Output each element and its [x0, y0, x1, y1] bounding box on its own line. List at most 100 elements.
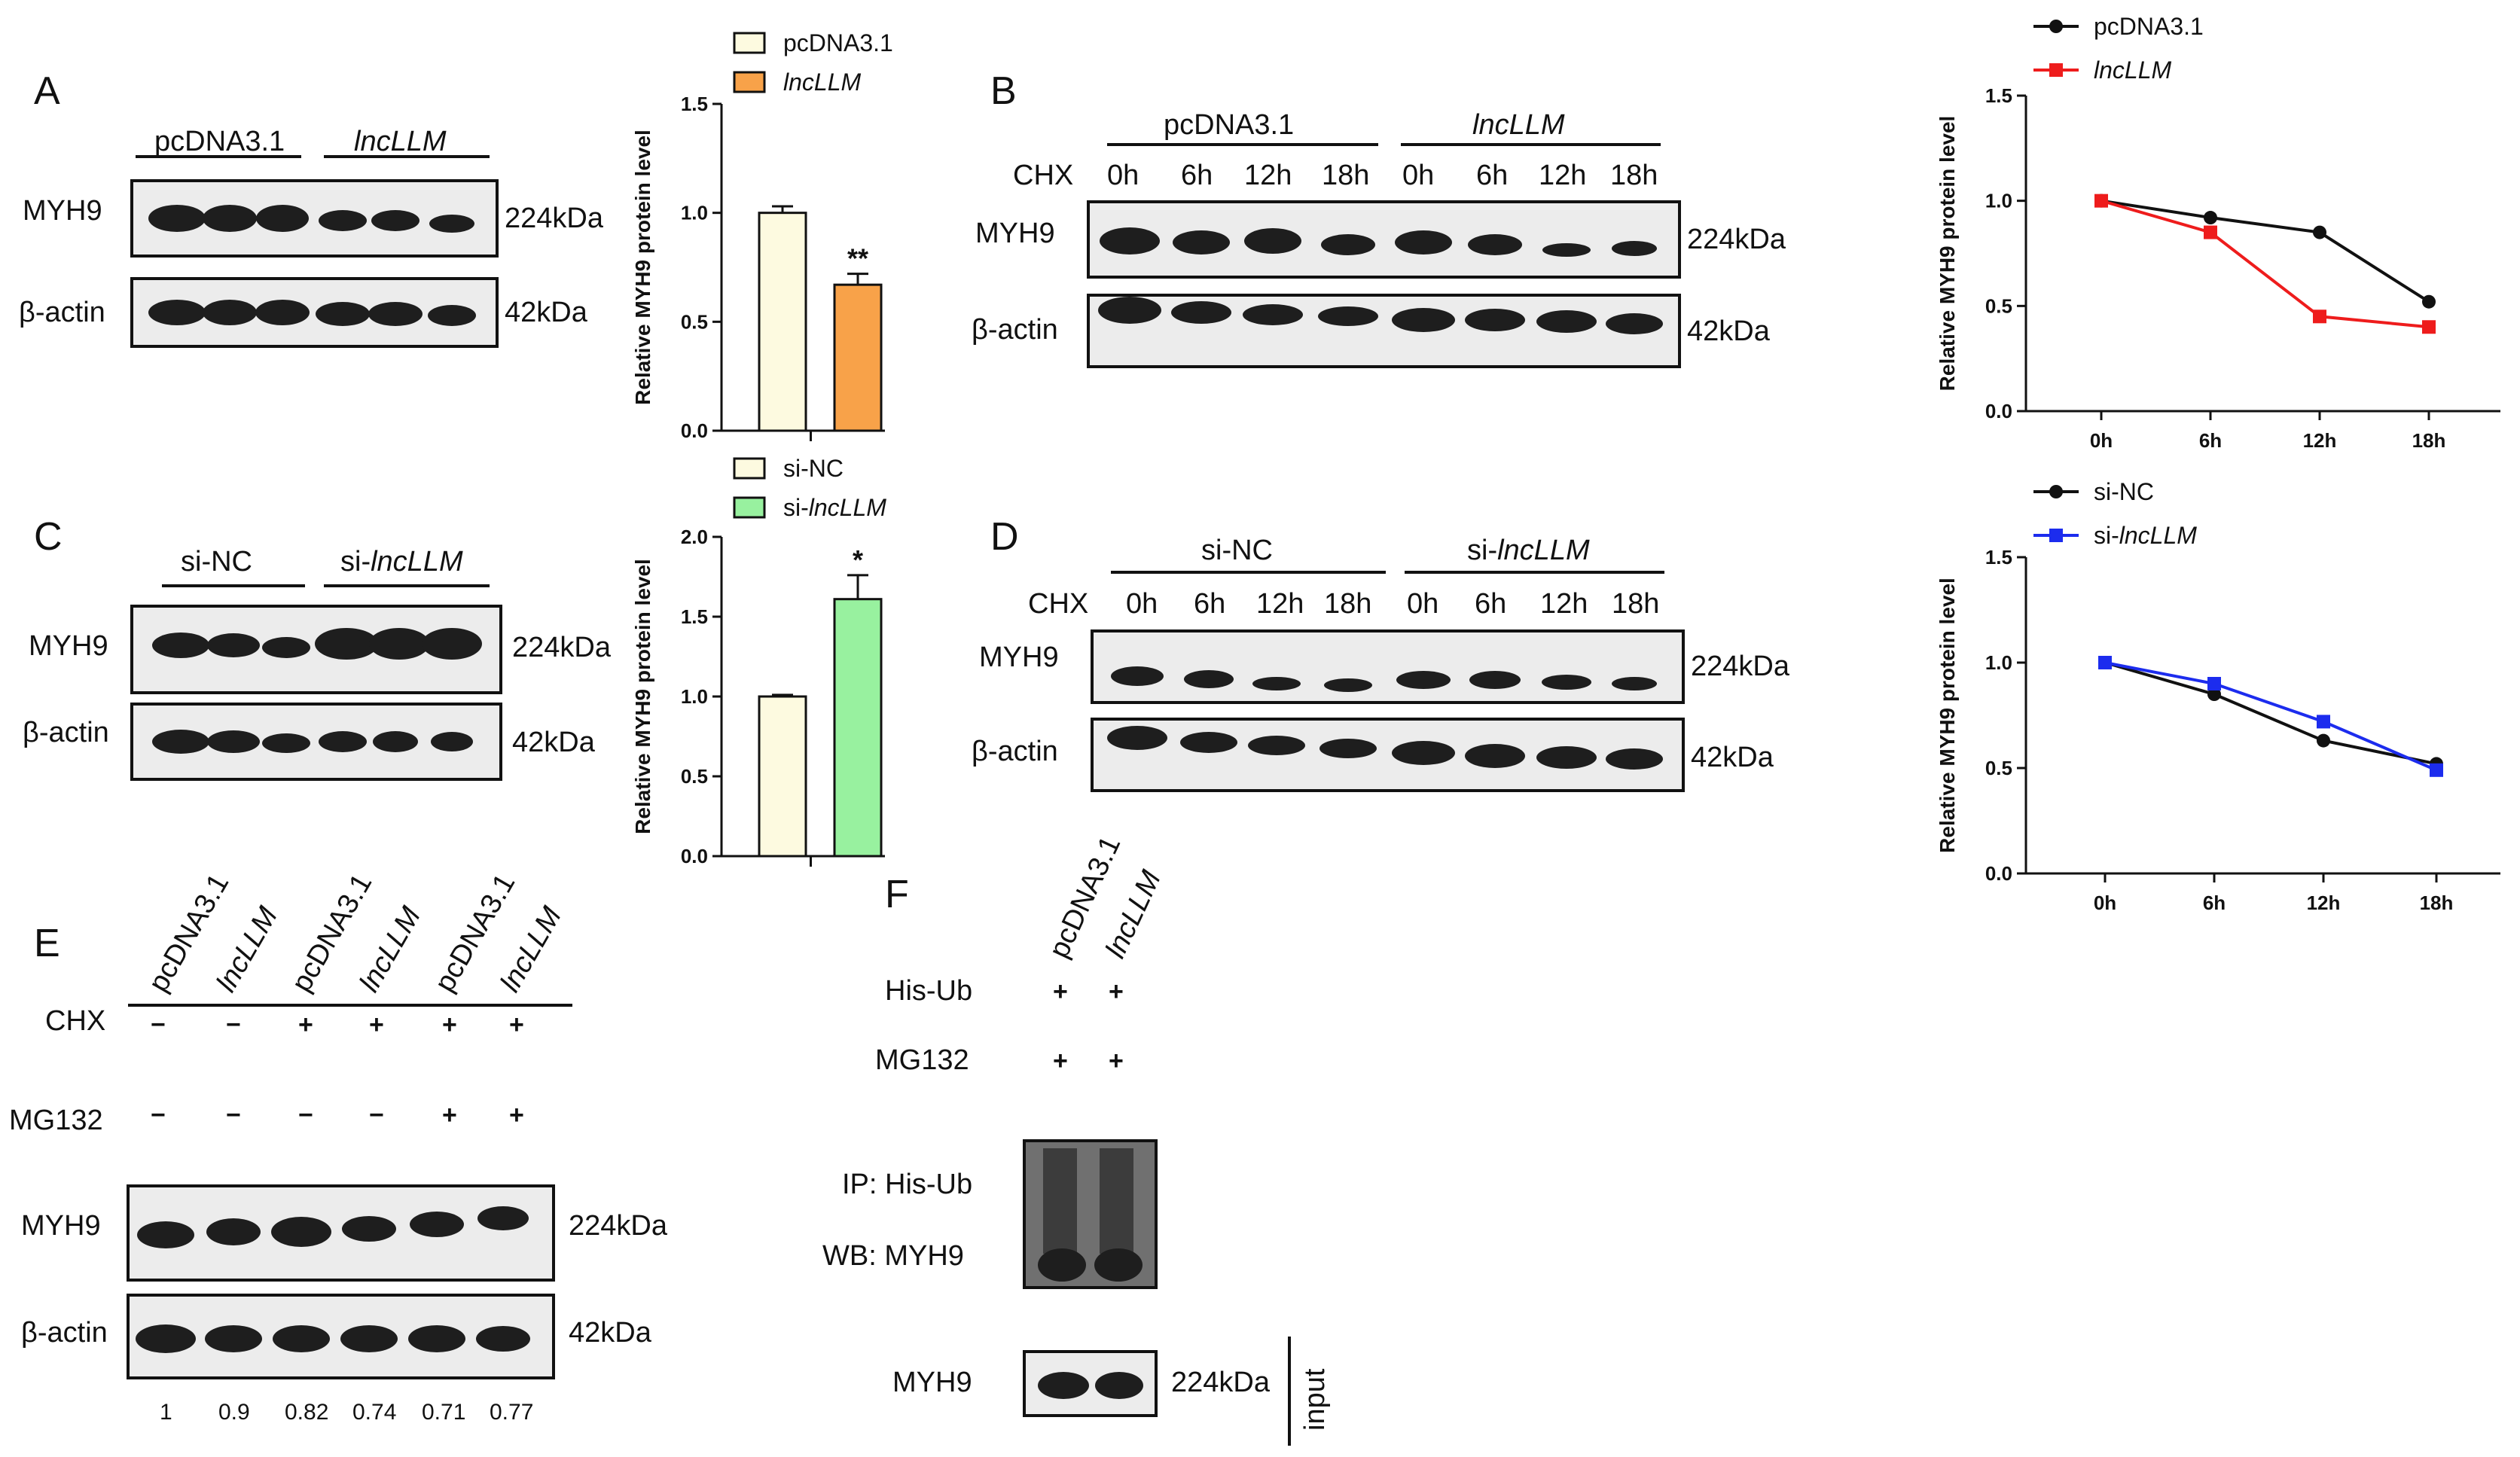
band: [410, 1212, 464, 1237]
treatment-sign: +: [1109, 1047, 1124, 1075]
label-bactin: β-actin: [21, 1317, 108, 1349]
quant-value: 0.9: [218, 1400, 250, 1425]
bands-myh9: [1100, 227, 1657, 257]
y-axis-label: Relative MYH9 protein level: [1936, 116, 1959, 392]
y-tick-label: 0.5: [681, 310, 708, 333]
band: [1612, 677, 1657, 690]
y-tick-label: 1.0: [1985, 651, 2012, 674]
treatment-sign: −: [226, 1101, 241, 1129]
data-point: [2422, 320, 2436, 334]
band: [431, 732, 473, 751]
x-tick-label: 6h: [2203, 892, 2226, 914]
treatment-sign: −: [369, 1101, 384, 1129]
y-tick-label: 1.5: [1985, 84, 2012, 107]
legend-marker: [2049, 20, 2063, 33]
band: [1248, 736, 1305, 755]
legend-marker: [2049, 63, 2063, 77]
quant-value: 0.82: [285, 1400, 328, 1425]
band: [477, 1206, 529, 1230]
bands-bactin: [152, 730, 473, 754]
data-point: [2094, 194, 2108, 208]
label-chx: CHX: [1013, 160, 1073, 191]
panel-label-a: A: [34, 69, 60, 113]
significance-mark: *: [853, 544, 863, 575]
time-label: 6h: [1194, 588, 1225, 620]
band: [1396, 671, 1451, 689]
band: [1038, 1372, 1089, 1399]
legend-marker: [2049, 529, 2063, 542]
band: [148, 300, 206, 325]
band: [476, 1326, 530, 1352]
blot-myh9: [127, 1184, 555, 1282]
sample-label: lncLLM: [494, 901, 568, 997]
label-ip: IP: His-Ub: [842, 1169, 972, 1200]
band: [203, 205, 257, 232]
panel-label-e: E: [34, 922, 60, 965]
band: [1252, 677, 1301, 690]
significance-mark: **: [847, 243, 868, 274]
legend-swatch: [733, 457, 766, 480]
time-label: 0h: [1126, 588, 1158, 620]
legend-label: si-lncLLM: [2094, 522, 2197, 549]
mg132-signs: − − − − + +: [151, 1101, 524, 1129]
bar: [758, 695, 807, 858]
sample-label: lncLLM: [210, 901, 284, 997]
band: [422, 628, 482, 660]
series-line: [2101, 199, 2430, 303]
treatment-sign: −: [151, 1010, 166, 1039]
y-tick-label: 0.0: [1985, 862, 2012, 885]
kda-224: 224kDa: [1691, 651, 1790, 682]
ub-smear: [1043, 1148, 1077, 1254]
band: [255, 300, 310, 325]
band: [262, 733, 310, 753]
panel-c-western-blot: C si-NC si-lncLLM MYH9 224kDa β-actin 42…: [23, 515, 612, 781]
band: [319, 210, 367, 231]
band: [1095, 1372, 1143, 1399]
panel-label-d: D: [990, 515, 1019, 559]
chx-signs: − − + + + +: [151, 1010, 524, 1039]
label-myh9: MYH9: [21, 1210, 101, 1242]
group-label-lncllm: lncLLM: [1472, 109, 1565, 141]
time-labels-b: 0h 6h 12h 18h 0h 6h 12h 18h: [1107, 160, 1658, 191]
band: [429, 215, 474, 233]
series-line: [2104, 661, 2437, 766]
panel-f-ubiquitination: F pcDNA3.1 lncLLM His-Ub + + MG132 + + I…: [822, 831, 1331, 1446]
label-mg132: MG132: [875, 1044, 969, 1076]
time-label: 18h: [1612, 588, 1659, 620]
label-myh9: MYH9: [23, 195, 102, 227]
y-tick-label: 1.5: [681, 605, 708, 628]
label-myh9: MYH9: [979, 642, 1059, 673]
y-axis-label: Relative MYH9 protein level: [631, 130, 654, 405]
legend-swatch: [733, 71, 766, 93]
bands-bactin: [1098, 297, 1663, 334]
band: [207, 730, 260, 753]
quant-value: 1: [160, 1400, 172, 1425]
band: [408, 1325, 465, 1352]
band: [1392, 308, 1455, 332]
treatment-sign: +: [369, 1010, 384, 1039]
ub-smear: [1100, 1148, 1133, 1254]
legend-label: pcDNA3.1: [2094, 13, 2204, 40]
band: [1111, 666, 1164, 686]
band: [1469, 671, 1521, 689]
label-bactin: β-actin: [19, 297, 105, 328]
legend-label: lncLLM: [783, 69, 862, 96]
kda-224: 224kDa: [569, 1210, 668, 1242]
legend-label: si-NC: [783, 455, 844, 482]
label-mg132: MG132: [9, 1105, 103, 1136]
treatment-sign: +: [1109, 977, 1124, 1006]
blot-myh9: [1091, 629, 1685, 704]
data-point: [2207, 687, 2221, 701]
band: [1244, 228, 1301, 254]
kda-42: 42kDa: [512, 727, 596, 758]
series-line: [2104, 661, 2437, 772]
legend-label: lncLLM: [2094, 56, 2172, 84]
band: [315, 628, 378, 660]
kda-224: 224kDa: [1171, 1367, 1271, 1398]
bands-myh9: [137, 1206, 529, 1248]
panel-label-b: B: [990, 69, 1017, 113]
band: [1038, 1248, 1086, 1282]
band: [152, 632, 209, 658]
band: [1536, 310, 1597, 333]
bar: [833, 598, 883, 858]
